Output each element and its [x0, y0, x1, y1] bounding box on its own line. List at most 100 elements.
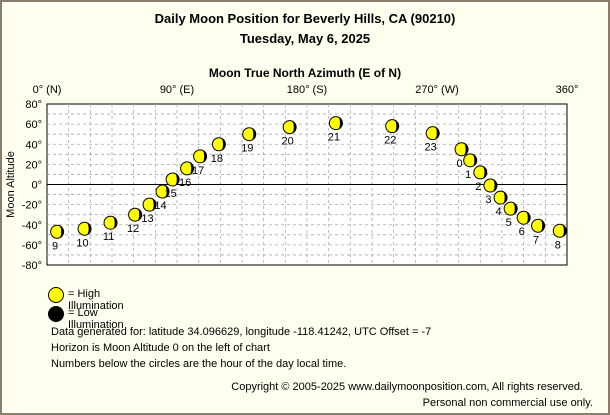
hour-label: 1 — [465, 169, 471, 181]
moon-point: 21 — [328, 116, 343, 144]
chart-title: Daily Moon Position for Beverly Hills, C… — [154, 11, 456, 26]
legend-low-label: = Low Illumination — [68, 307, 124, 331]
hour-label: 6 — [519, 226, 525, 238]
high-illumination-icon — [48, 287, 64, 303]
moon-shadow — [112, 216, 118, 229]
moon-shadow — [189, 162, 194, 175]
x-tick-label: 90° (E) — [160, 84, 194, 96]
moon-shadow — [512, 202, 518, 215]
moon-shadow — [151, 198, 157, 211]
y-tick-label: 20° — [25, 159, 42, 171]
moon-shadow — [482, 166, 487, 179]
moon-point: 7 — [531, 218, 546, 246]
moon-shadow — [502, 191, 508, 204]
moon-point: 18 — [211, 137, 226, 165]
moon-point: 8 — [552, 223, 567, 251]
hour-label: 18 — [211, 153, 223, 165]
moon-point: 4 — [493, 190, 508, 218]
moon-shadow — [220, 138, 226, 151]
moon-point: 19 — [241, 127, 257, 155]
moon-point: 5 — [503, 201, 518, 229]
hour-label: 11 — [103, 231, 114, 243]
moon-point: 2 — [473, 165, 488, 193]
moon-shadow — [337, 116, 343, 130]
x-tick-label: 0° (N) — [33, 84, 62, 96]
moon-point: 15 — [165, 172, 180, 200]
hour-label: 23 — [425, 142, 437, 154]
legend-high-label: = High Illumination — [68, 288, 124, 312]
y-tick-label: -60° — [22, 240, 42, 252]
moon-point: 13 — [141, 197, 157, 225]
moon-shadow — [251, 127, 256, 141]
x-axis-title: Moon True North Azimuth (E of N) — [208, 66, 402, 80]
moon-shadow — [137, 208, 142, 221]
hour-label: 10 — [76, 237, 88, 249]
hour-label: 3 — [485, 194, 491, 206]
y-tick-label: -20° — [22, 200, 42, 212]
hour-label: 5 — [506, 217, 512, 229]
moon-point: 9 — [50, 224, 65, 252]
usage-note: Personal non commercial use only. — [422, 397, 593, 409]
moon-point: 23 — [425, 126, 440, 154]
moon-shadow — [463, 143, 469, 156]
hour-label: 13 — [141, 213, 153, 225]
moon-shadow — [291, 120, 297, 134]
moon-shadow — [394, 119, 399, 133]
hour-label: 12 — [127, 223, 139, 235]
moon-point: 16 — [179, 161, 195, 189]
info-location: Data generated for: latitude 34.096629, … — [51, 326, 432, 338]
moon-point: 3 — [483, 178, 498, 206]
hour-label: 7 — [533, 234, 539, 246]
moon-shadow — [174, 173, 180, 186]
moon-shadow — [59, 225, 64, 238]
x-tick-label: 360° — [556, 84, 579, 96]
moon-point: 0 — [454, 142, 469, 170]
hour-label: 19 — [241, 143, 253, 155]
moon-point: 6 — [516, 210, 531, 238]
hour-label: 4 — [495, 206, 501, 218]
y-axis-title: Moon Altitude — [5, 151, 17, 218]
hour-label: 20 — [282, 136, 294, 148]
moon-point: 1 — [463, 153, 478, 181]
hour-label: 9 — [52, 240, 58, 252]
low-illumination-icon — [48, 306, 64, 322]
moon-point: 17 — [192, 149, 208, 177]
copyright: Copyright © 2005-2025 www.dailymoonposit… — [231, 381, 583, 393]
y-tick-label: 40° — [25, 139, 42, 151]
moon-shadow — [202, 150, 207, 163]
moon-point: 22 — [384, 119, 400, 147]
hour-label: 21 — [328, 132, 340, 144]
info-hours: Numbers below the circles are the hour o… — [51, 358, 347, 370]
moon-shadow — [492, 179, 497, 192]
moon-shadow — [164, 185, 170, 198]
moon-point: 11 — [103, 215, 118, 243]
chart-date: Tuesday, May 6, 2025 — [239, 31, 371, 46]
moon-point: 14 — [154, 184, 170, 212]
hour-label: 16 — [179, 177, 191, 189]
y-tick-label: 60° — [25, 119, 42, 131]
x-tick-label: 270° (W) — [415, 84, 459, 96]
moon-point: 12 — [127, 207, 143, 235]
hour-label: 2 — [475, 181, 481, 193]
hour-label: 14 — [154, 200, 166, 212]
hour-label: 15 — [165, 188, 177, 200]
y-tick-label: 0° — [31, 180, 42, 192]
y-tick-label: -80° — [22, 260, 42, 272]
moon-shadow — [434, 126, 440, 140]
hour-label: 0 — [456, 158, 462, 170]
x-tick-label: 180° (S) — [287, 84, 327, 96]
info-horizon: Horizon is Moon Altitude 0 on the left o… — [51, 342, 270, 354]
moon-point: 20 — [282, 120, 297, 148]
moon-shadow — [561, 224, 567, 237]
moon-shadow — [86, 222, 92, 235]
moon-shadow — [540, 219, 545, 232]
moon-shadow — [472, 154, 477, 167]
moon-shadow — [525, 211, 531, 224]
moon-point: 10 — [76, 221, 92, 249]
y-tick-label: 80° — [25, 99, 42, 111]
y-tick-label: -40° — [22, 220, 42, 232]
hour-label: 22 — [384, 135, 396, 147]
hour-label: 8 — [555, 239, 561, 251]
hour-label: 17 — [192, 165, 204, 177]
